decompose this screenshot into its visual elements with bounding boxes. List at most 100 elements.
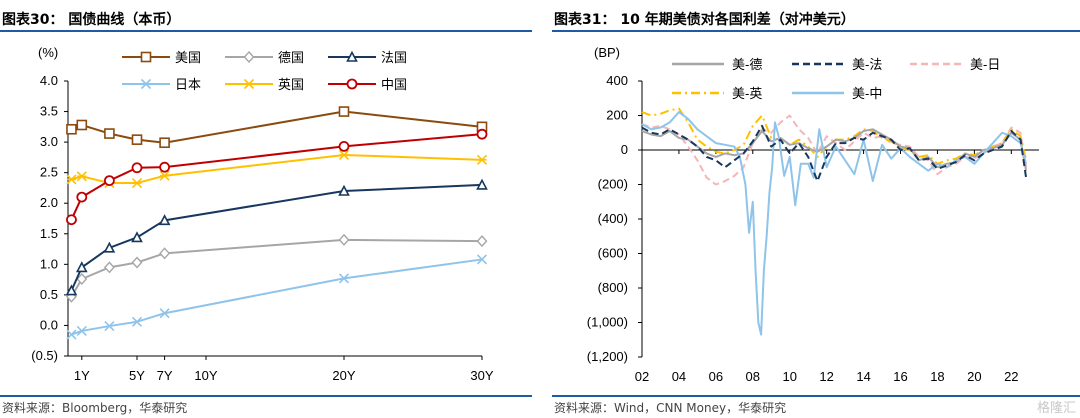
legend-label: 美-英 (732, 86, 762, 101)
legend-label: 英国 (278, 77, 304, 92)
legend-item: 美国 (122, 50, 201, 65)
series-美国 (66, 106, 488, 149)
marker-diamond (76, 272, 88, 286)
marker-triangle (476, 178, 488, 190)
x-tick-label: 20Y (332, 368, 355, 383)
marker-circle (159, 161, 171, 173)
series-中国 (66, 128, 488, 226)
marker-triangle (75, 261, 88, 273)
legend-label: 美国 (175, 50, 201, 65)
marker-circle (346, 78, 358, 90)
legend-label: 美-日 (970, 57, 1000, 72)
chart-title: 图表31： 10 年期美债对各国利差（对冲美元） (554, 12, 855, 28)
x-tick-label: 12 (819, 369, 833, 384)
marker-star (66, 174, 77, 185)
legend-label: 美-德 (732, 57, 762, 72)
marker-square (140, 51, 152, 63)
marker-circle (131, 162, 143, 174)
legend-label: 法国 (381, 50, 407, 65)
marker-star (243, 78, 255, 90)
y-tick-label: 3.0 (40, 134, 58, 149)
marker-triangle (158, 214, 171, 226)
legend-label: 日本 (175, 77, 201, 92)
chart-panel-govt-curve: 图表30： 国债曲线（本币） (%) (0.5) 0.0 0.5 1.0 1.5 2.0 2.… (0, 0, 532, 418)
series-line (70, 133, 483, 221)
y-tick-label: (0.5) (31, 348, 58, 363)
marker-square (338, 106, 350, 117)
x-tick-label: 10Y (194, 368, 217, 383)
marker-square (66, 123, 77, 135)
legend-item: 美-英 (672, 86, 762, 101)
y-tick-label: 3.5 (40, 104, 58, 119)
series-法国 (65, 178, 488, 296)
legend-item: 美-德 (672, 57, 762, 72)
source-rule (0, 395, 532, 397)
marker-square (76, 119, 88, 131)
spread-chart: (BP)(1,200)(1,000)(800)(600)(400)(200)02… (587, 45, 1039, 384)
series-英国 (66, 149, 488, 189)
x-tick-label: 06 (709, 369, 723, 384)
series-日本 (66, 254, 488, 340)
marker-circle (66, 214, 77, 226)
series-line (71, 258, 483, 336)
marker-star (338, 149, 350, 161)
marker-diamond (131, 256, 143, 269)
marker-triangle (65, 284, 78, 296)
chart-panel-spread: 图表31： 10 年期美债对各国利差（对冲美元） (BP) (1,200) (1,0… (552, 0, 1080, 418)
legend-item: 日本 (122, 77, 201, 92)
x-tick-label: 22 (1004, 369, 1018, 384)
marker-triangle (338, 184, 350, 196)
marker-triangle (131, 231, 143, 243)
legend-label: 美-中 (852, 86, 882, 101)
legend-label: 德国 (278, 50, 304, 65)
y-tick-label: (1,000) (587, 315, 628, 330)
marker-x (159, 308, 170, 319)
marker-x (76, 325, 87, 337)
marker-x (476, 254, 488, 265)
y-tick-label: (1,200) (587, 349, 628, 364)
x-tick-label: 04 (672, 369, 686, 384)
marker-triangle (346, 50, 358, 62)
y-tick-label: 200 (606, 108, 628, 123)
y-axis-unit: (%) (38, 45, 58, 60)
marker-diamond (159, 247, 171, 260)
series-line (70, 183, 483, 292)
source-rule (552, 395, 1080, 397)
marker-diamond (103, 261, 115, 274)
y-tick-label: 400 (606, 73, 628, 88)
series-美-法 (641, 124, 1028, 183)
series-美-中 (641, 111, 1028, 336)
marker-x (140, 78, 152, 90)
x-tick-label: 7Y (157, 368, 173, 383)
y-tick-label: (400) (598, 211, 628, 226)
x-tick-label: 16 (893, 369, 907, 384)
legend-item: 英国 (225, 77, 304, 92)
yield-curve-chart: (%) (0.5) 0.0 0.5 1.0 1.5 2.0 2.5 3.0 3.5 4.0 1Y 5Y 7… (31, 45, 494, 383)
source-note: 资料来源：Bloomberg，华泰研究 (2, 401, 188, 415)
marker-diamond (476, 235, 488, 248)
chart-title: 图表30： 国债曲线（本币） (2, 12, 181, 28)
title-rule (0, 30, 532, 32)
x-tick-label: 18 (930, 369, 944, 384)
series-美-德 (641, 128, 1028, 171)
marker-circle (338, 140, 350, 152)
y-tick-label: 0.0 (40, 317, 58, 332)
x-tick-label: 30Y (470, 368, 493, 383)
marker-x (131, 316, 143, 327)
y-tick-label: 2.5 (40, 165, 58, 180)
marker-star (131, 177, 143, 189)
title-rule (552, 30, 1080, 32)
y-tick-label: (600) (598, 246, 628, 261)
x-tick-label: 08 (746, 369, 760, 384)
watermark-logo: 格隆汇 (1036, 401, 1076, 416)
x-tick-label: 10 (782, 369, 796, 384)
x-tick-label: 14 (856, 369, 870, 384)
marker-diamond (338, 233, 350, 246)
x-tick-label: 1Y (74, 368, 90, 383)
marker-diamond (243, 50, 255, 64)
marker-x (338, 273, 350, 284)
y-tick-label: 4.0 (40, 73, 58, 88)
marker-square (131, 134, 143, 145)
legend-item: 美-日 (910, 57, 1000, 72)
x-tick-label: 5Y (129, 368, 145, 383)
